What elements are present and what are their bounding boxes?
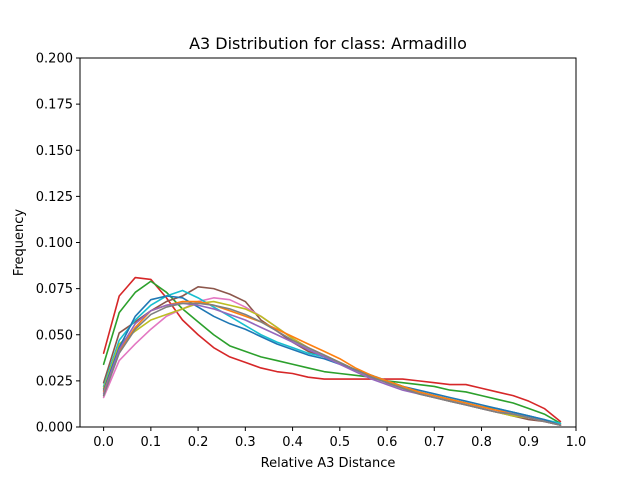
y-tick-label: 0.125 <box>36 190 73 205</box>
x-tick-label: 1.0 <box>566 435 587 450</box>
x-tick-label: 0.8 <box>471 435 492 450</box>
series-line-7 <box>102 295 562 426</box>
y-tick-label: 0.000 <box>36 421 73 436</box>
x-tick-label: 0.3 <box>235 435 256 450</box>
y-axis-ticks: 0.000 0.025 0.050 0.075 0.100 0.125 0.150 0.175… <box>36 52 80 436</box>
x-tick-label: 0.4 <box>282 435 303 450</box>
x-tick-label: 0.0 <box>93 435 114 450</box>
y-tick-label: 0.175 <box>36 98 73 113</box>
y-tick-label: 0.150 <box>36 144 73 159</box>
x-tick-label: 0.7 <box>424 435 445 450</box>
y-tick-label: 0.200 <box>36 52 73 67</box>
x-axis-label: Relative A3 Distance <box>261 456 396 471</box>
x-axis-ticks: 0.0 0.1 0.2 0.3 0.4 0.5 0.6 0.7 0.8 0.9 1.0 <box>93 427 586 450</box>
series-line-1 <box>102 276 562 423</box>
y-tick-label: 0.075 <box>36 282 73 297</box>
chart-title: A3 Distribution for class: Armadillo <box>189 34 467 53</box>
series-layer <box>102 276 562 426</box>
series-line-10 <box>102 302 562 426</box>
x-tick-label: 0.5 <box>329 435 350 450</box>
y-axis-label: Frequency <box>12 209 27 276</box>
series-line-2 <box>102 280 562 425</box>
y-tick-label: 0.025 <box>36 374 73 389</box>
x-tick-label: 0.2 <box>188 435 209 450</box>
y-tick-label: 0.100 <box>36 236 73 251</box>
y-tick-label: 0.050 <box>36 328 73 343</box>
x-tick-label: 0.9 <box>518 435 539 450</box>
x-tick-label: 0.1 <box>141 435 162 450</box>
series-line-8 <box>102 300 562 426</box>
x-tick-label: 0.6 <box>377 435 398 450</box>
